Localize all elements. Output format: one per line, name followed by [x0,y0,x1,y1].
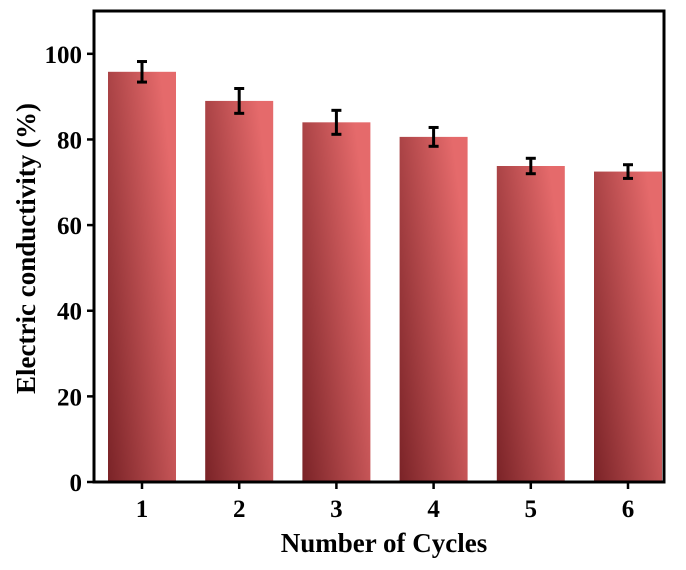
bar-6 [594,171,662,482]
bar-5 [496,166,565,482]
y-axis: 0 20 40 60 80 100 [45,42,94,497]
y-axis-title: Electric conductivity (%) [11,103,41,394]
plot-frame [92,9,666,484]
bars-group [108,71,662,483]
x-axis-title: Number of Cycles [281,528,487,558]
y-tick-label: 0 [70,470,83,497]
error-bar-5 [525,156,536,176]
x-tick-label: 2 [233,496,246,523]
y-tick-label: 20 [57,384,82,411]
y-tick-label: 60 [57,213,82,240]
error-bar-3 [331,108,342,136]
bar-3 [302,122,371,482]
x-tick-label: 5 [525,496,538,523]
x-axis: 1 2 3 4 5 6 [136,482,635,523]
error-bars-group [137,60,633,180]
x-tick-label: 3 [330,496,343,523]
error-bar-4 [428,125,439,148]
y-tick-label: 80 [57,127,82,154]
bar-2 [205,100,274,482]
error-bar-6 [623,163,633,180]
y-tick-label: 100 [45,42,83,69]
error-bar-2 [234,87,245,115]
x-tick-label: 4 [427,496,440,523]
y-tick-label: 40 [57,299,82,326]
x-tick-label: 6 [622,496,635,523]
bar-4 [399,136,468,483]
bar-1 [108,71,176,482]
x-tick-label: 1 [136,496,149,523]
error-bar-1 [137,60,147,84]
